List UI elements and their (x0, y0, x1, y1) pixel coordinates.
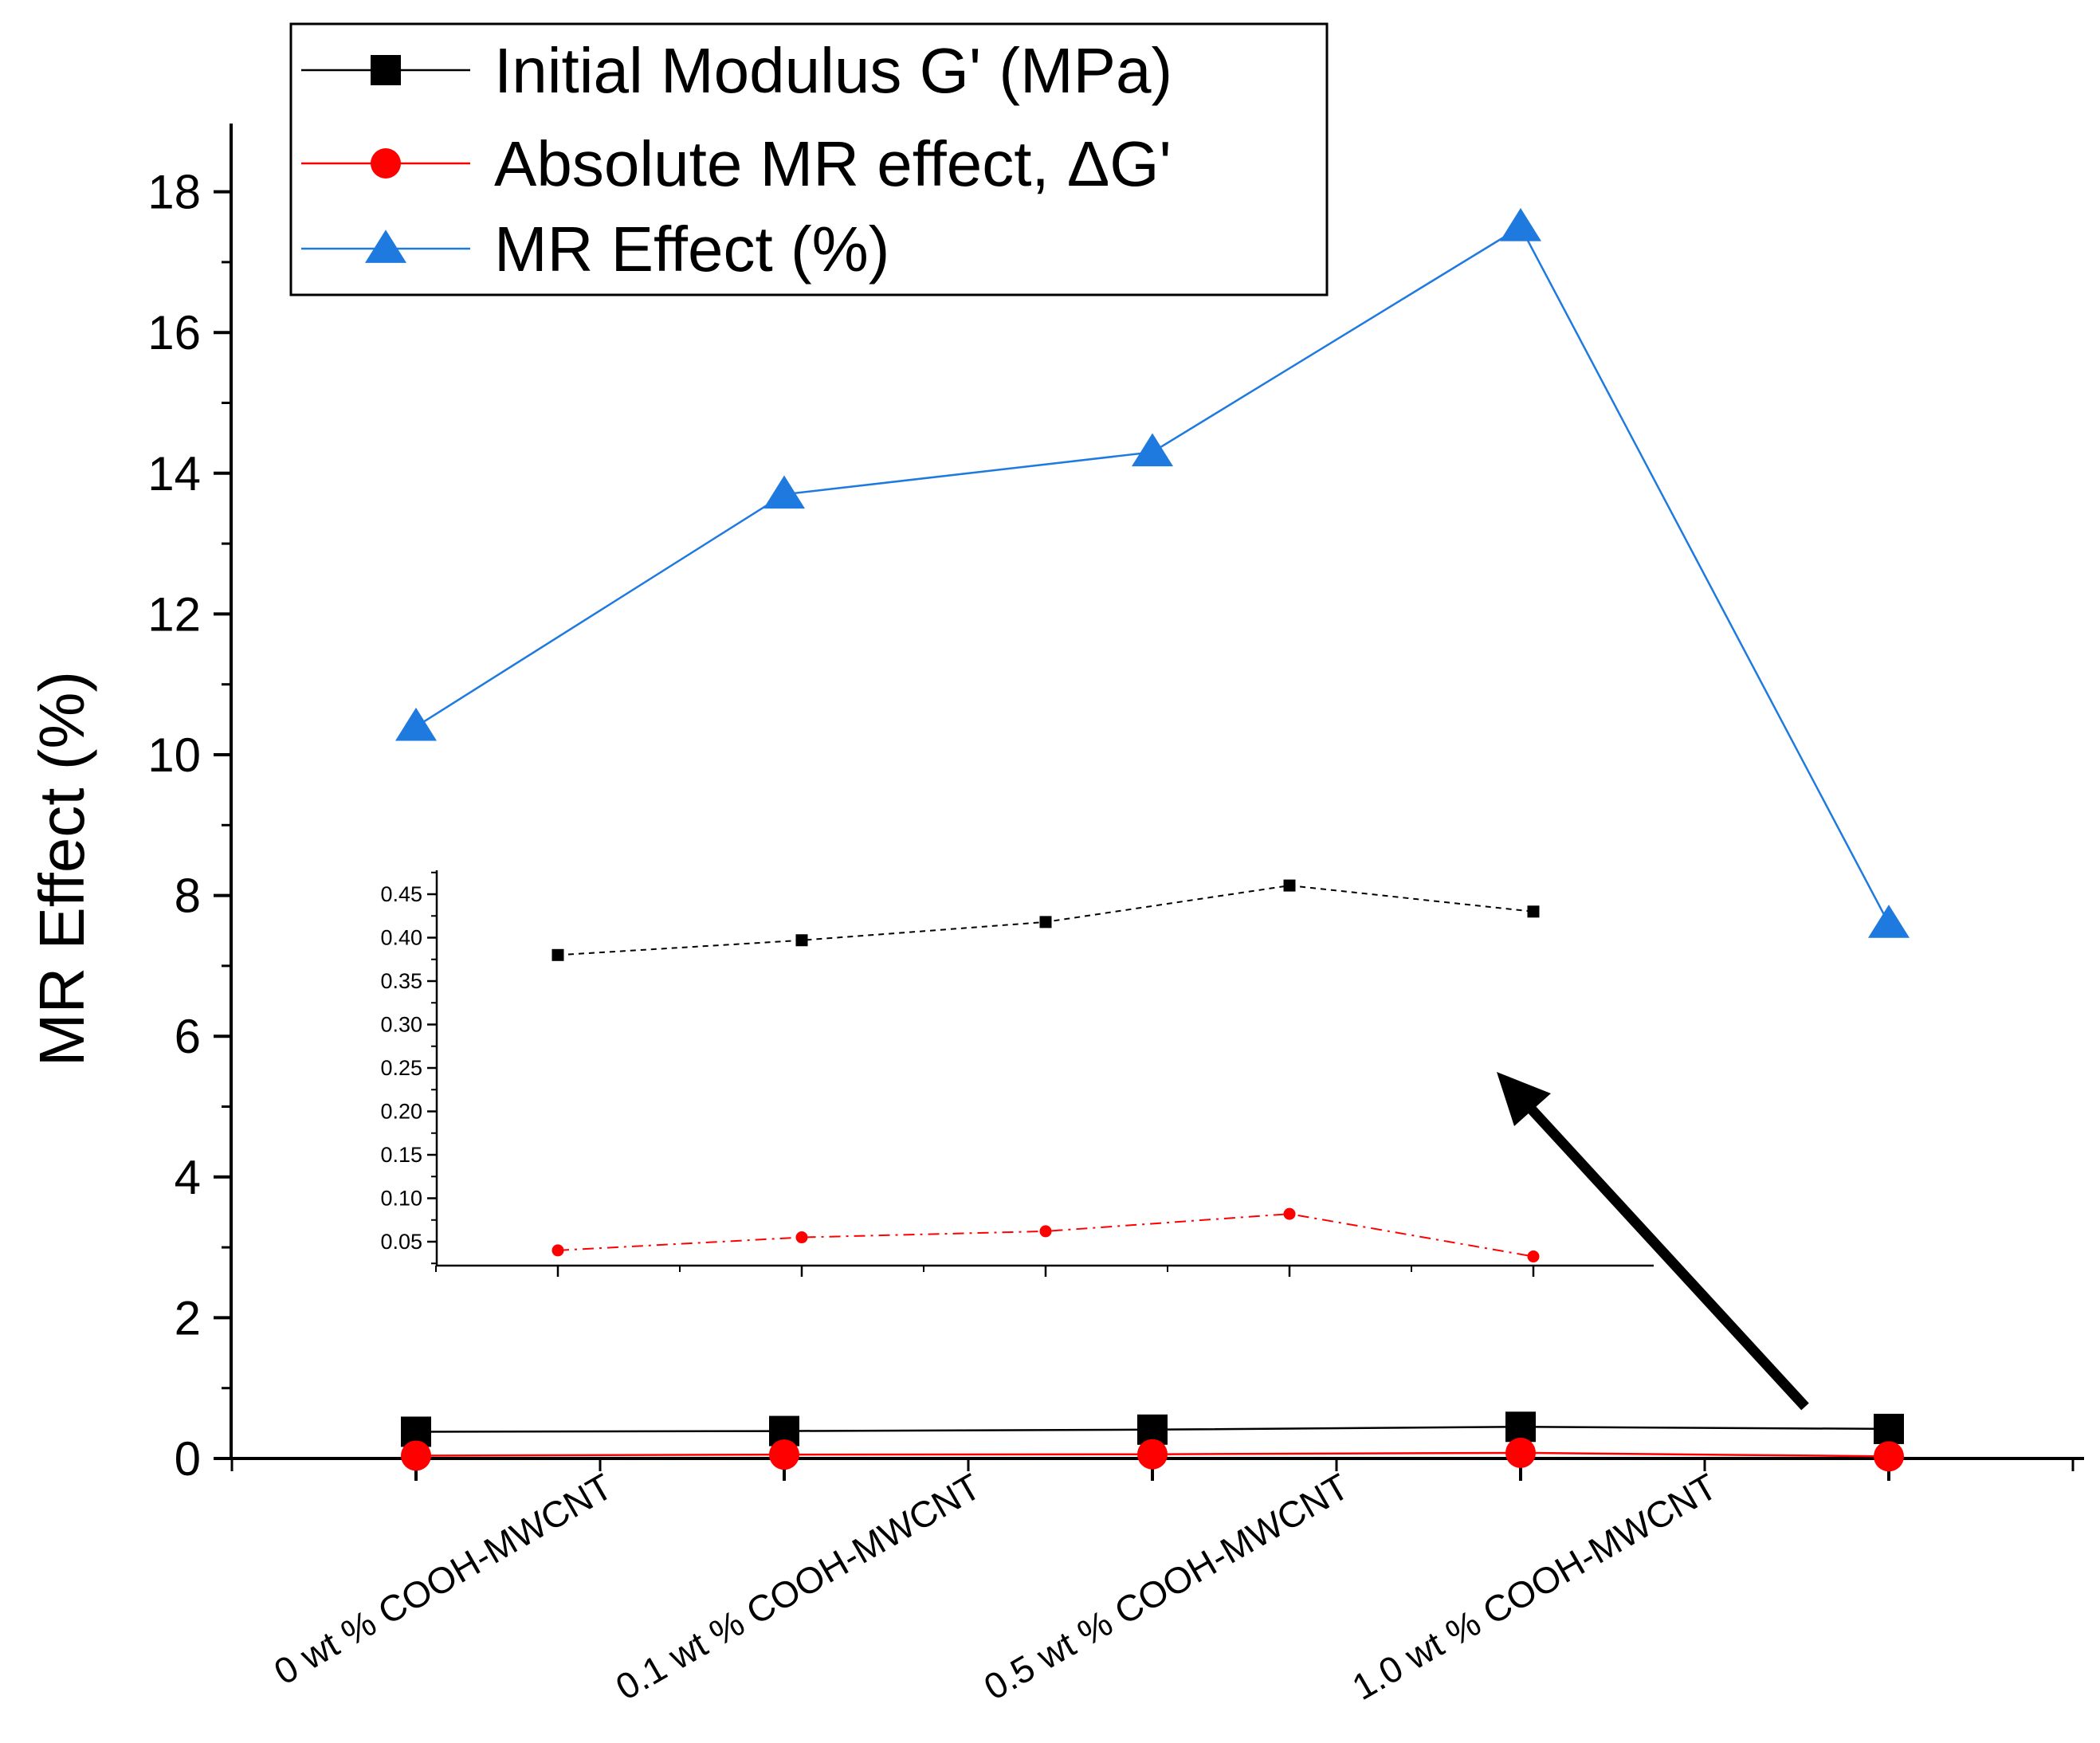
legend-box (289, 22, 1329, 296)
series-2-point (1500, 207, 1541, 241)
inset-series-0-point (795, 934, 808, 947)
series-1-point (1137, 1439, 1168, 1470)
inset-series-0-point (551, 948, 564, 961)
series-2-point (1868, 905, 1910, 938)
legend-marker-1 (371, 148, 401, 179)
inset-y-tick-label: 0.05 (380, 1230, 422, 1254)
inset-series-0-point (1283, 879, 1296, 892)
y-tick-label: 18 (147, 166, 201, 219)
inset-series-1-point (551, 1244, 564, 1257)
arrow-head (1497, 1072, 1551, 1126)
x-category-label: 0.1 wt % COOH-MWCNT (609, 1466, 987, 1708)
series-0-point (1505, 1411, 1536, 1443)
y-tick-label: 0 (175, 1432, 201, 1486)
inset-y-tick-label: 0.30 (380, 1013, 422, 1037)
y-tick-label: 10 (147, 728, 201, 782)
y-tick-label: 14 (147, 447, 201, 501)
legend-label-0: Initial Modulus G' (MPa) (494, 35, 1172, 106)
inset-plot: 0.05 0.10 0.15 0.20 0.25 0.30 0.35 0.40 0.45 (380, 862, 1654, 1277)
inset-y-tick-label: 0.20 (380, 1100, 422, 1124)
legend-marker-0 (371, 55, 401, 85)
inset-series-0-point (1527, 905, 1540, 918)
legend-marker-2 (365, 230, 406, 263)
inset-y-tick-label: 0.45 (380, 882, 422, 906)
series-0-point (1874, 1413, 1904, 1444)
series-1-point (1505, 1437, 1536, 1468)
y-tick-label: 12 (147, 587, 201, 641)
inset-series-1-point (1283, 1207, 1296, 1220)
y-tick-label: 16 (147, 306, 201, 359)
series-line-2 (415, 225, 1890, 924)
arrow-annotation (1497, 1072, 1809, 1411)
legend: Initial Modulus G' (MPa) Absolute MR effe… (289, 22, 1329, 296)
series-1-point (1874, 1441, 1904, 1472)
x-category-label: 0.5 wt % COOH-MWCNT (977, 1466, 1356, 1708)
y-tick-label: 4 (175, 1151, 201, 1204)
y-axis-title: MR Effect (%) (26, 671, 97, 1066)
inset-background (437, 862, 1654, 1266)
inset-series-1-point (1527, 1250, 1540, 1263)
inset-series-1-point (1039, 1225, 1052, 1238)
y-tick-label: 2 (175, 1291, 201, 1345)
inset-y-tick-label: 0.10 (380, 1187, 422, 1211)
series-2-point (395, 707, 437, 741)
y-tick-label: 8 (175, 870, 201, 923)
inset-series-1-point (795, 1231, 808, 1244)
series-2-point (763, 475, 805, 509)
x-category-label: 1.0 wt % COOH-MWCNT (1345, 1466, 1724, 1708)
legend-label-1: Absolute MR effect, ΔG' (494, 128, 1172, 199)
inset-y-tick-label: 0.25 (380, 1056, 422, 1080)
inset-y-tick-label: 0.35 (380, 969, 422, 993)
series-2-point (1132, 433, 1173, 467)
series-1-point (401, 1440, 431, 1471)
series-1-point (769, 1439, 799, 1470)
legend-label-2: MR Effect (%) (494, 214, 889, 285)
y-tick-label: 6 (175, 1010, 201, 1063)
x-category-label: 0 wt % COOH-MWCNT (267, 1466, 619, 1693)
inset-series-0-point (1039, 916, 1052, 928)
inset-y-tick-label: 0.40 (380, 926, 422, 950)
inset-y-tick-label: 0.15 (380, 1143, 422, 1167)
arrow-shaft (1526, 1104, 1809, 1411)
